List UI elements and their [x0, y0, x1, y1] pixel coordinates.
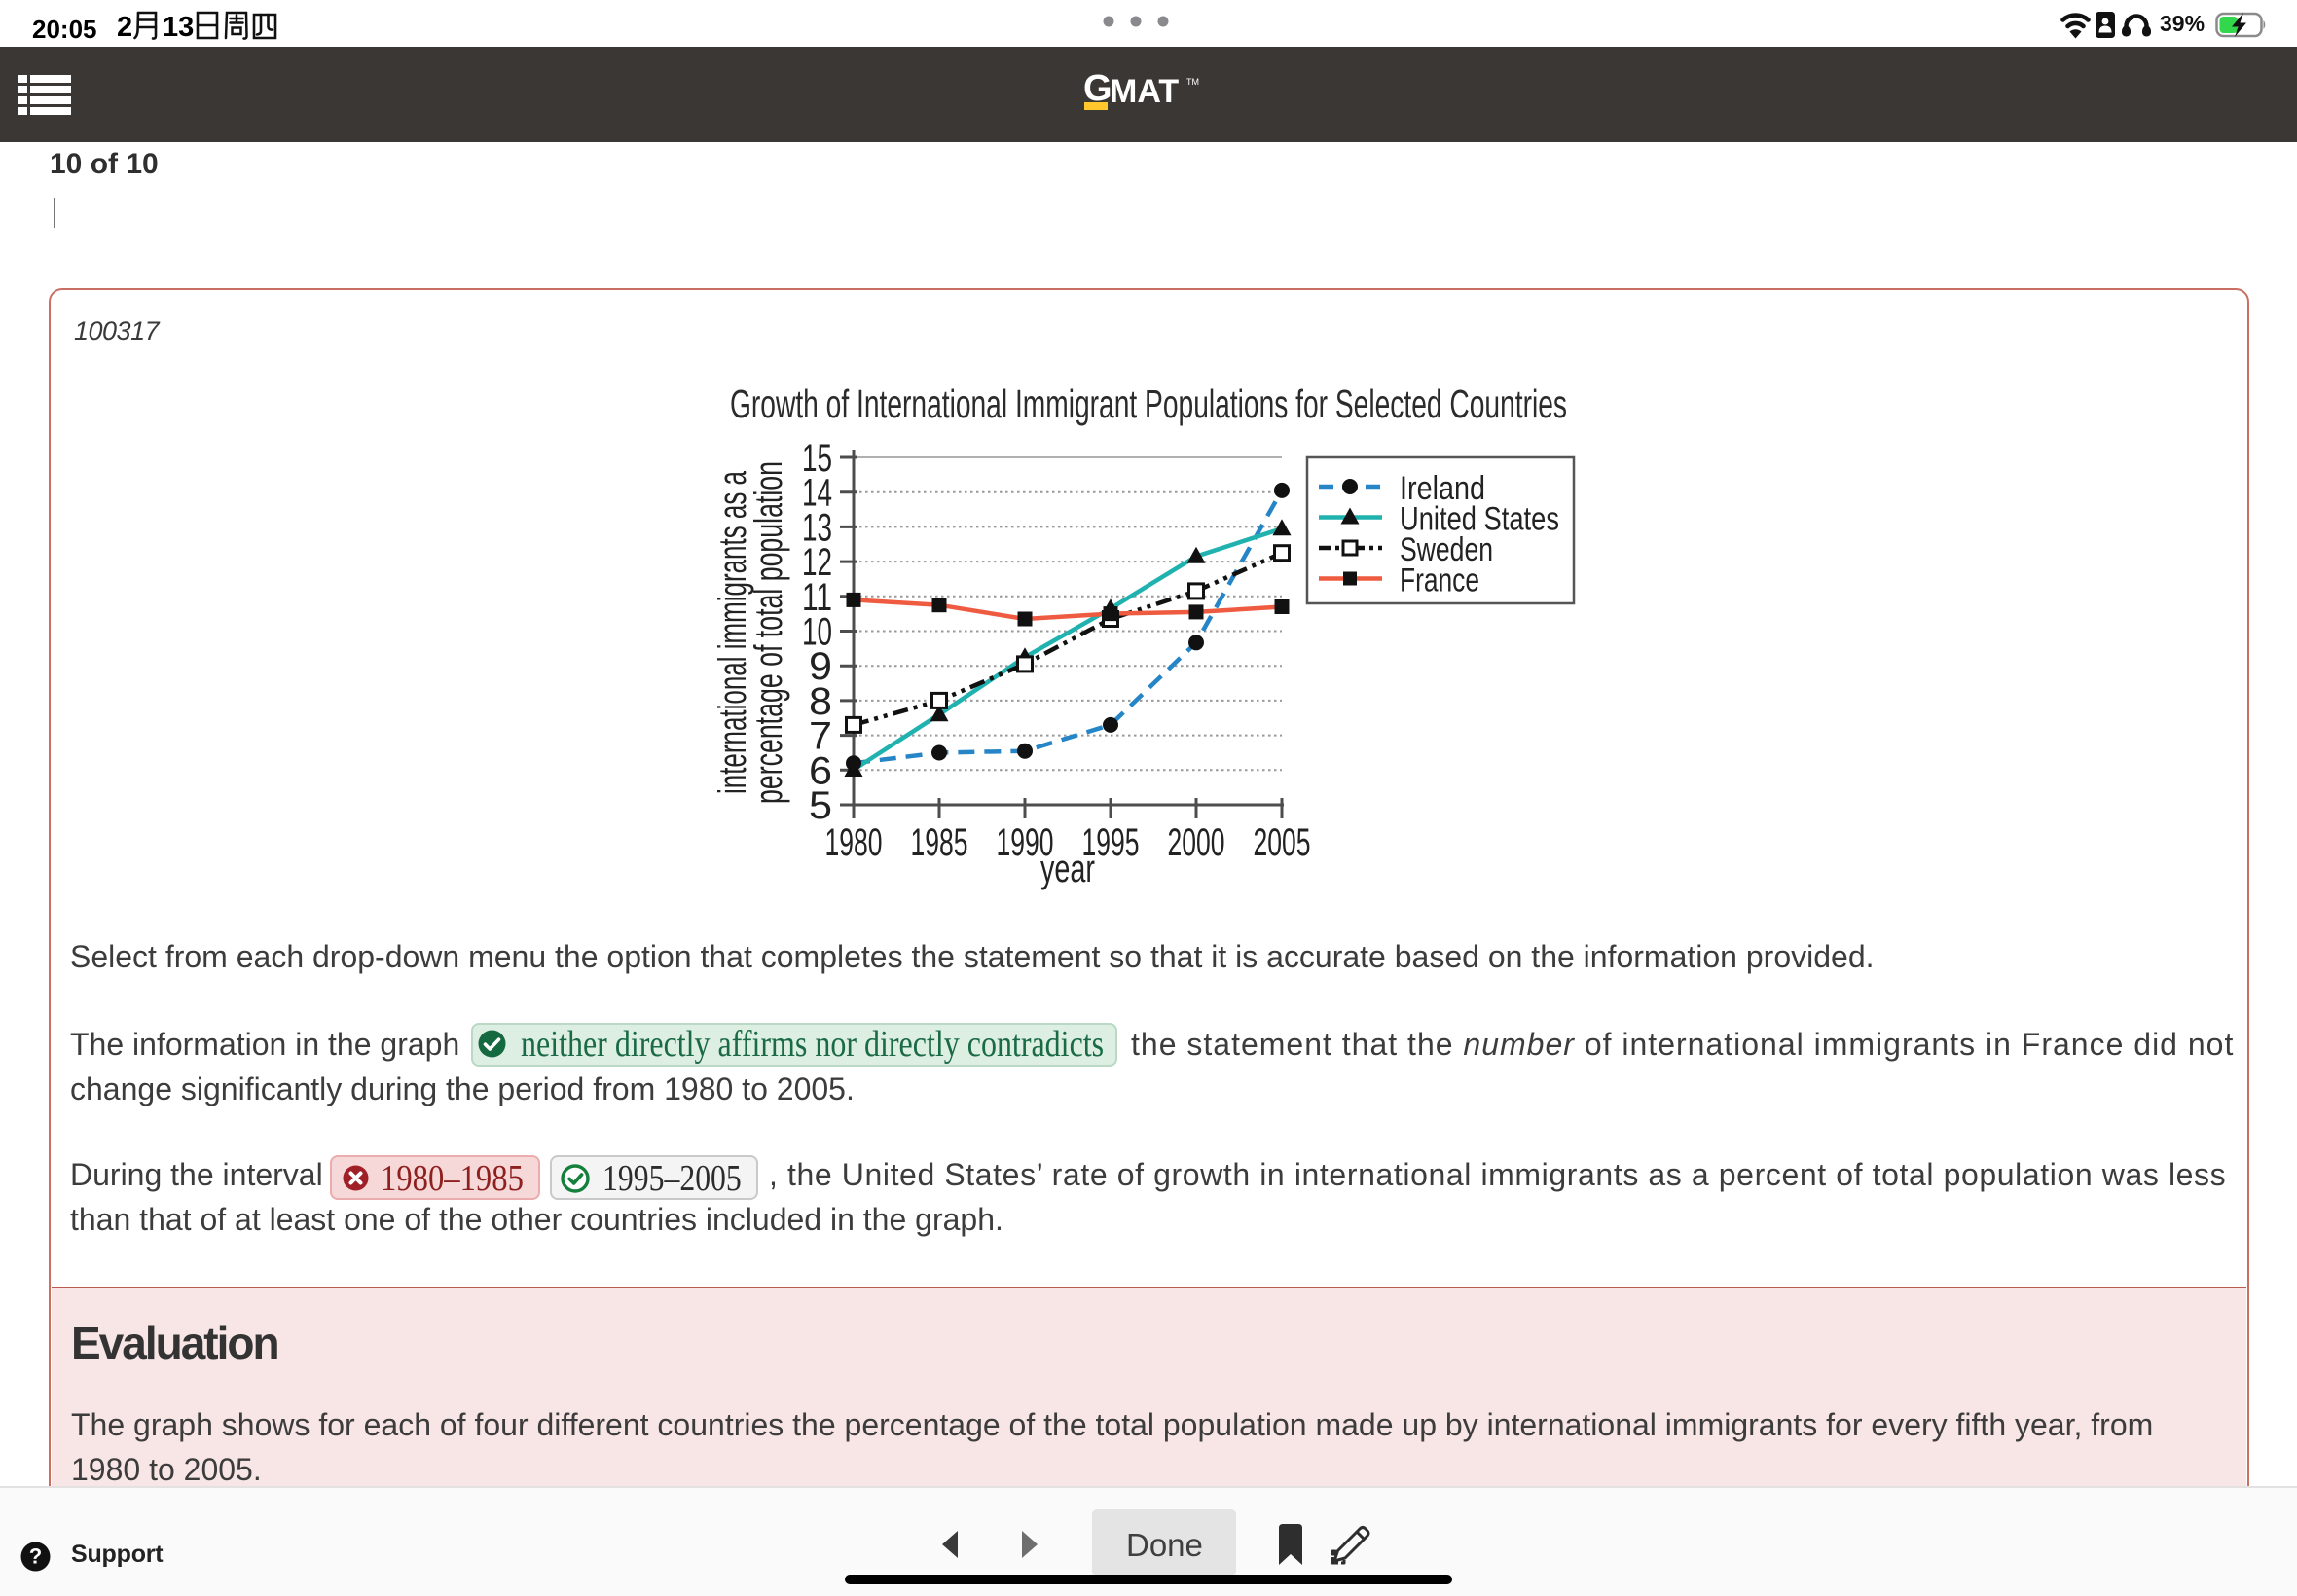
svg-text:15: 15: [802, 437, 832, 480]
svg-text:14: 14: [802, 472, 832, 515]
svg-text:6: 6: [809, 749, 832, 792]
svg-text:percentage of total population: percentage of total population: [747, 461, 790, 804]
svg-text:9: 9: [809, 645, 832, 688]
svg-text:2: 2: [117, 12, 132, 43]
svg-text:year: year: [1040, 848, 1095, 890]
svg-text:2005: 2005: [1254, 821, 1311, 864]
svg-text:international immigrants as a: international immigrants as a: [711, 471, 754, 794]
svg-text:United States: United States: [1400, 501, 1559, 538]
svg-text:Sweden: Sweden: [1400, 531, 1493, 568]
svg-text:13: 13: [163, 12, 194, 43]
svg-text:7: 7: [809, 715, 832, 758]
svg-text:Ireland: Ireland: [1400, 470, 1485, 507]
svg-text:8: 8: [809, 680, 832, 723]
svg-text:5: 5: [809, 784, 832, 827]
svg-text:12: 12: [802, 541, 832, 584]
svg-text:39%: 39%: [2160, 11, 2205, 36]
svg-text:France: France: [1400, 562, 1479, 599]
svg-text:1985: 1985: [911, 821, 968, 864]
svg-text:2000: 2000: [1168, 821, 1225, 864]
svg-text:Growth of International Immigr: Growth of International Immigrant Popula…: [730, 381, 1567, 426]
svg-text:?: ?: [29, 1544, 42, 1569]
svg-text:11: 11: [802, 576, 832, 619]
svg-text:1995: 1995: [1082, 821, 1140, 864]
svg-text:1990: 1990: [997, 821, 1054, 864]
svg-text:1980: 1980: [825, 821, 883, 864]
svg-text:13: 13: [802, 506, 832, 549]
svg-text:10: 10: [802, 611, 832, 654]
